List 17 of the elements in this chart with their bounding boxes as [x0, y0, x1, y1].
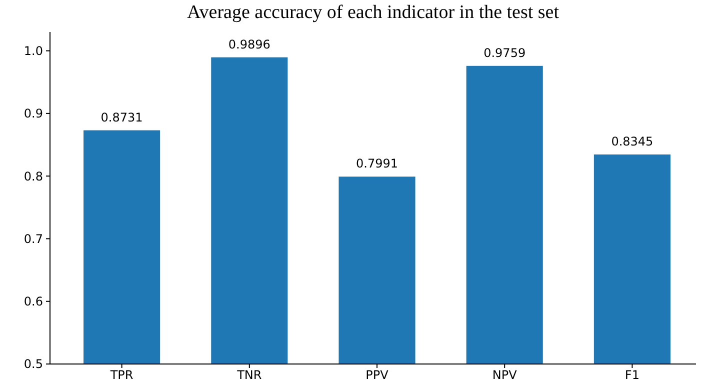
y-tick-label: 0.6: [24, 294, 43, 309]
y-tick-label: 0.5: [24, 357, 43, 372]
data-label: 0.8345: [611, 134, 654, 148]
data-label: 0.7991: [356, 156, 398, 171]
y-tick-label: 0.7: [24, 232, 43, 246]
data-label: 0.8731: [100, 110, 143, 124]
x-tick-label: F1: [624, 368, 640, 382]
chart-title: Average accuracy of each indicator in the test set: [186, 2, 560, 23]
x-tick-label: TNR: [236, 368, 262, 382]
y-tick-label: 1.0: [24, 44, 43, 58]
x-tick-label: PPV: [366, 368, 390, 382]
x-tick-label: TPR: [109, 368, 134, 382]
data-label: 0.9759: [484, 46, 526, 60]
y-tick-label: 0.8: [24, 169, 43, 184]
data-label: 0.9896: [228, 37, 270, 52]
x-tick-label: NPV: [492, 368, 518, 382]
y-tick-label: 0.9: [24, 106, 43, 121]
